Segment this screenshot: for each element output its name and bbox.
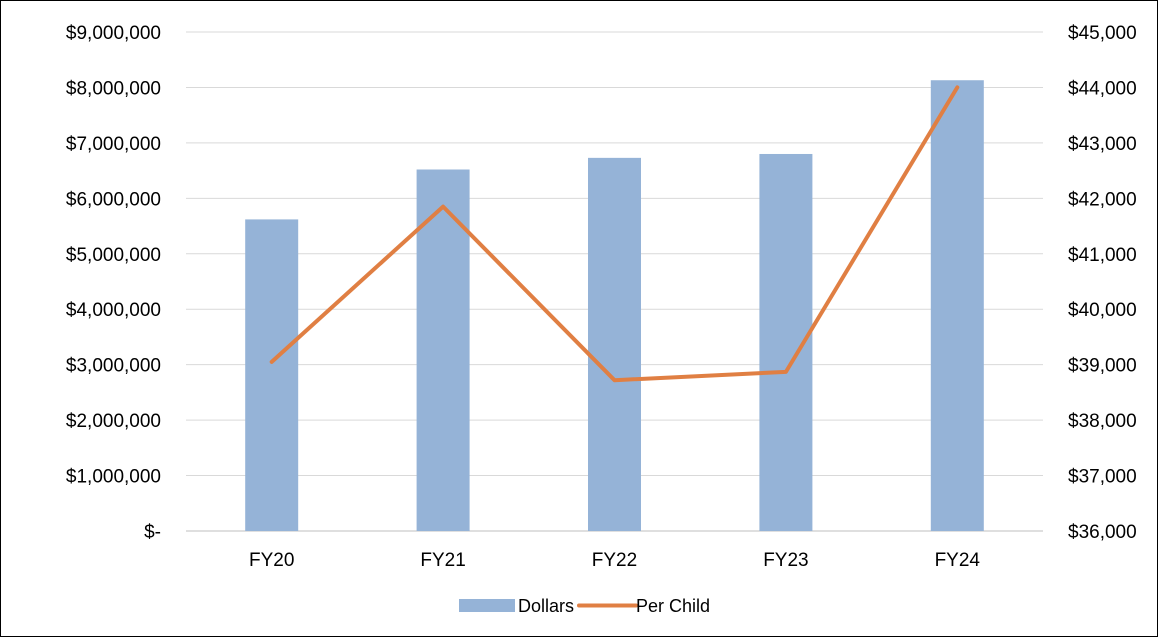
left-axis-tick-label: $- xyxy=(144,522,161,543)
left-axis-ticks: $- $1,000,000 $2,000,000 $3,000,000 $4,000,0… xyxy=(66,23,161,543)
left-axis-tick-label: $2,000,000 xyxy=(66,411,161,432)
right-axis-tick-label: $44,000 xyxy=(1068,78,1137,99)
left-axis-tick-label: $7,000,000 xyxy=(66,134,161,155)
x-axis-tick-label: FY20 xyxy=(249,550,294,571)
legend-label-per-child: Per Child xyxy=(636,596,710,616)
right-axis-tick-label: $39,000 xyxy=(1068,356,1137,377)
right-axis-tick-label: $37,000 xyxy=(1068,467,1137,488)
x-axis-ticks: FY20 FY21 FY22 FY23 FY24 xyxy=(249,550,980,571)
right-axis-tick-label: $42,000 xyxy=(1068,189,1137,210)
bar-series-dollars xyxy=(245,80,984,531)
left-axis-tick-label: $4,000,000 xyxy=(66,300,161,321)
bar-fy20 xyxy=(245,219,299,531)
right-axis-tick-label: $40,000 xyxy=(1068,300,1137,321)
legend: Dollars Per Child xyxy=(459,596,710,616)
left-axis-tick-label: $3,000,000 xyxy=(66,356,161,377)
right-axis-tick-label: $45,000 xyxy=(1068,23,1137,44)
bar-fy22 xyxy=(588,157,641,531)
bar-fy24 xyxy=(930,80,984,531)
right-axis-tick-label: $36,000 xyxy=(1068,522,1137,543)
right-axis-ticks: $36,000 $37,000 $38,000 $39,000 $40,000 $41,0… xyxy=(1068,23,1137,543)
gridlines xyxy=(186,31,1043,532)
left-axis-tick-label: $5,000,000 xyxy=(66,245,161,266)
bar-fy21 xyxy=(416,169,470,531)
left-axis-tick-label: $1,000,000 xyxy=(66,467,161,488)
legend-swatch-dollars xyxy=(459,599,515,612)
left-axis-tick-label: $9,000,000 xyxy=(66,23,161,44)
right-axis-tick-label: $41,000 xyxy=(1068,245,1137,266)
x-axis-tick-label: FY24 xyxy=(935,550,981,571)
legend-label-dollars: Dollars xyxy=(518,596,574,616)
left-axis-tick-label: $8,000,000 xyxy=(66,78,161,99)
line-series-per-child xyxy=(269,85,960,383)
x-axis-tick-label: FY21 xyxy=(420,550,465,571)
left-axis-tick-label: $6,000,000 xyxy=(66,189,161,210)
right-axis-tick-label: $38,000 xyxy=(1068,411,1137,432)
x-axis-tick-label: FY22 xyxy=(592,550,637,571)
x-axis-tick-label: FY23 xyxy=(763,550,808,571)
right-axis-tick-label: $43,000 xyxy=(1068,134,1137,155)
